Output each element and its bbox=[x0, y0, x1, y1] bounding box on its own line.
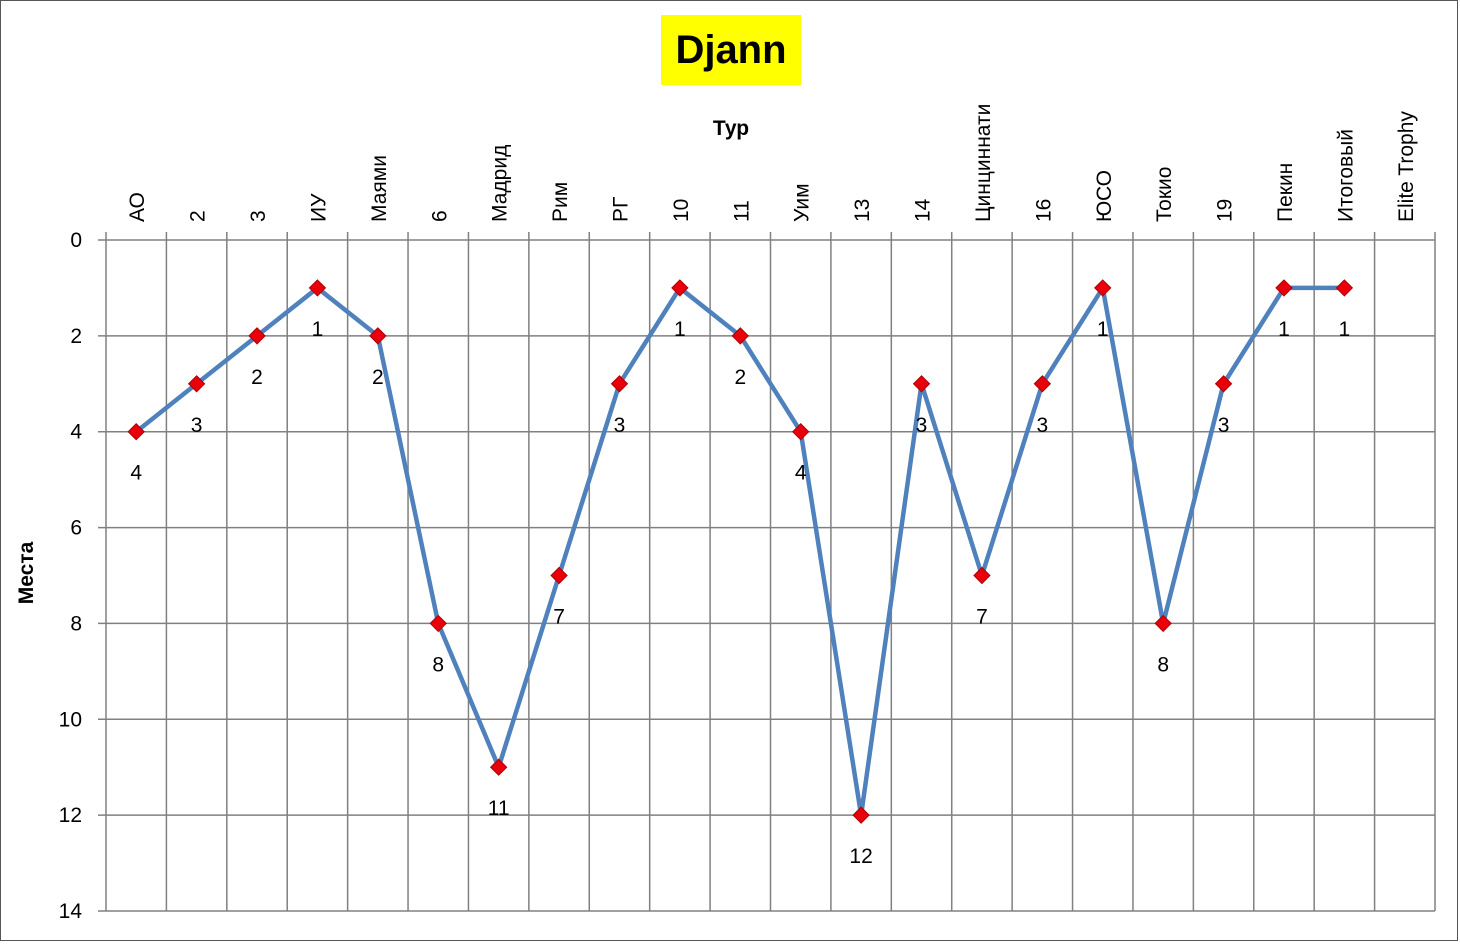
data-label: 2 bbox=[251, 366, 263, 389]
data-point-marker bbox=[1214, 375, 1233, 393]
x-category-label: Пекин bbox=[1274, 163, 1297, 222]
x-category-label: 13 bbox=[851, 199, 874, 222]
y-tick-label: 8 bbox=[70, 612, 82, 635]
data-point-marker bbox=[308, 279, 327, 297]
data-label: 7 bbox=[976, 606, 988, 629]
x-category-label: Мадрид bbox=[489, 145, 512, 222]
data-label: 12 bbox=[849, 845, 872, 868]
data-point-marker bbox=[248, 327, 266, 345]
x-category-label: 11 bbox=[730, 200, 753, 222]
data-point-marker bbox=[791, 423, 810, 441]
data-point-marker bbox=[671, 279, 689, 297]
data-point-marker bbox=[429, 614, 447, 633]
y-tick-label: 4 bbox=[70, 421, 82, 444]
data-label: 4 bbox=[130, 462, 142, 485]
data-point-marker bbox=[1335, 279, 1354, 297]
x-category-label: Уим bbox=[791, 183, 814, 222]
data-point-marker bbox=[731, 327, 750, 345]
data-label: 4 bbox=[795, 462, 807, 485]
data-label: 1 bbox=[1278, 318, 1290, 341]
x-category-label: 6 bbox=[428, 210, 451, 222]
x-category-label: ИУ bbox=[307, 193, 330, 222]
data-point-marker bbox=[1275, 279, 1293, 297]
x-category-label: Итоговый bbox=[1334, 129, 1357, 222]
data-label: 1 bbox=[1339, 318, 1351, 341]
data-point-marker bbox=[973, 566, 991, 585]
data-point-marker bbox=[852, 806, 870, 824]
data-point-marker bbox=[1033, 375, 1052, 393]
data-label: 3 bbox=[916, 414, 928, 437]
x-category-label: АО bbox=[126, 192, 149, 222]
data-point-marker bbox=[489, 758, 508, 776]
x-category-label: 14 bbox=[912, 198, 935, 222]
data-point-marker bbox=[912, 375, 931, 393]
chart-title: Djann bbox=[661, 15, 801, 85]
y-tick-label: 12 bbox=[59, 804, 82, 827]
y-tick-label: 6 bbox=[70, 517, 82, 540]
x-category-label: 2 bbox=[187, 210, 210, 222]
data-label: 8 bbox=[432, 653, 444, 676]
data-label: 3 bbox=[1036, 414, 1048, 437]
data-point-marker bbox=[127, 423, 145, 441]
x-category-label: Рим bbox=[549, 182, 572, 222]
data-label: 3 bbox=[191, 414, 203, 437]
y-tick-label: 14 bbox=[59, 900, 83, 923]
x-category-label: 16 bbox=[1032, 199, 1055, 222]
x-category-label: Токио bbox=[1153, 167, 1176, 222]
x-category-label: Маями bbox=[368, 155, 391, 222]
x-category-label: 3 bbox=[247, 210, 270, 222]
data-label: 7 bbox=[553, 606, 565, 629]
y-tick-label: 10 bbox=[59, 708, 82, 731]
data-label: 2 bbox=[734, 366, 746, 389]
data-label: 8 bbox=[1157, 653, 1169, 676]
data-point-marker bbox=[369, 327, 387, 345]
y-tick-label: 0 bbox=[70, 229, 82, 252]
x-category-label: РГ bbox=[609, 197, 632, 222]
data-label: 1 bbox=[312, 318, 324, 341]
x-category-label: ЮСО bbox=[1093, 170, 1116, 222]
data-label: 2 bbox=[372, 366, 384, 389]
x-axis-label: Тур bbox=[712, 117, 750, 140]
data-point-marker bbox=[187, 375, 206, 393]
x-category-label: 10 bbox=[670, 199, 693, 222]
y-tick-label: 2 bbox=[70, 325, 82, 348]
data-label: 11 bbox=[488, 797, 510, 820]
x-category-label: 19 bbox=[1214, 199, 1237, 222]
data-label: 3 bbox=[614, 414, 626, 437]
data-label: 3 bbox=[1218, 414, 1230, 437]
data-point-marker bbox=[550, 566, 568, 585]
data-point-marker bbox=[1154, 614, 1172, 633]
data-label: 1 bbox=[674, 318, 686, 341]
x-category-label: Elite Trophy bbox=[1395, 111, 1418, 222]
data-point-marker bbox=[610, 375, 629, 393]
data-label: 1 bbox=[1097, 318, 1109, 341]
data-point-marker bbox=[1094, 279, 1112, 297]
x-category-label: Цинциннати bbox=[972, 104, 995, 222]
